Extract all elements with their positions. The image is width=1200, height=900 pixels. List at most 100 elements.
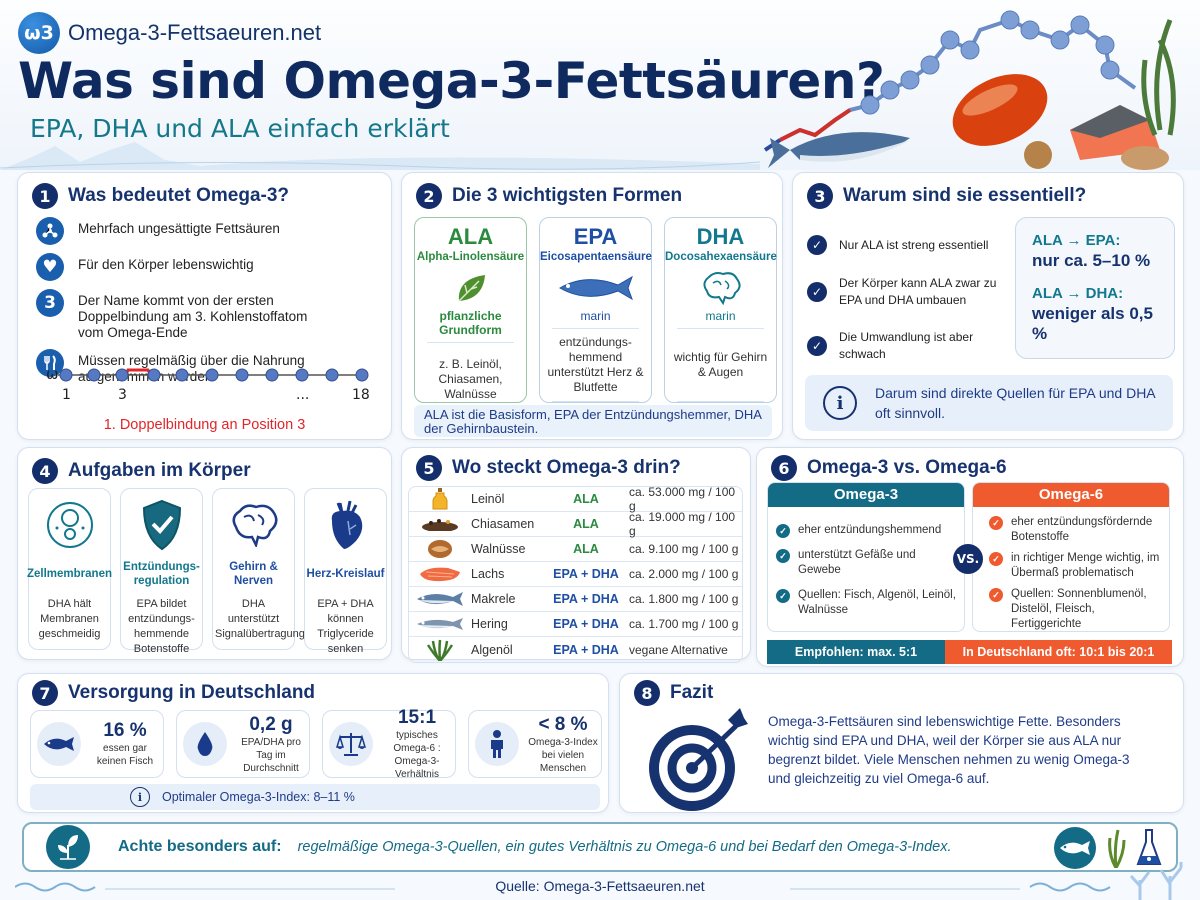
section-food-sources: 5 Wo steckt Omega-3 drin? Leinöl ALA ca.… xyxy=(401,447,751,663)
heart-anatomy-icon xyxy=(305,497,386,553)
stat-card: 0,2 g EPA/DHA pro Tag im Durchschnitt xyxy=(176,710,310,778)
leaf-icon xyxy=(415,267,526,309)
section-title: Die 3 wichtigsten Formen xyxy=(452,185,683,206)
check-icon: ✓ xyxy=(807,235,827,255)
wave-decoration-icon xyxy=(15,882,395,892)
section-title: Omega-3 vs. Omega-6 xyxy=(807,457,1007,478)
table-row: Hering EPA + DHA ca. 1.700 mg / 100 g xyxy=(409,612,742,637)
omega-label: ω xyxy=(46,367,59,383)
table-row: Algenöl EPA + DHA vegane Alternative xyxy=(409,637,742,662)
hero-illustration xyxy=(763,10,1176,170)
list-item: ✓ Der Körper kann ALA zwar zu EPA und DH… xyxy=(807,275,1017,309)
svg-text:...: ... xyxy=(296,387,309,403)
table-row: Leinöl ALA ca. 53.000 mg / 100 g xyxy=(409,487,742,513)
svg-text:1: 1 xyxy=(62,387,71,403)
omega3-logo-icon: ω3 xyxy=(18,12,60,54)
tip-text: regelmäßige Omega-3-Quellen, ein gutes V… xyxy=(297,839,952,855)
chia-bowl-icon xyxy=(1121,146,1169,170)
fish-icon xyxy=(540,267,651,309)
section-number-badge: 5 xyxy=(416,455,442,481)
brain-icon xyxy=(213,497,294,553)
section-three-forms: 2 Die 3 wichtigsten Formen ALA Alpha-Lin… xyxy=(401,172,783,440)
section-title: Wo steckt Omega-3 drin? xyxy=(452,457,681,478)
page-title: Was sind Omega-3-Fettsäuren? xyxy=(18,52,885,110)
section-title: Versorgung in Deutschland xyxy=(68,682,316,703)
algae-icon xyxy=(409,639,471,661)
check-icon: ✓ xyxy=(989,516,1003,530)
check-icon: ✓ xyxy=(776,524,790,538)
page-subtitle: EPA, DHA und ALA einfach erklärt xyxy=(30,114,450,143)
check-icon: ✓ xyxy=(989,588,1003,602)
seaweed-icon xyxy=(1141,19,1176,136)
conversion-rates-box: ALA → EPA: nur ca. 5–10 % ALA → DHA: wen… xyxy=(1015,217,1175,359)
mountains-decoration-icon xyxy=(0,142,760,170)
person-icon xyxy=(475,722,519,766)
three-icon: 3 xyxy=(36,289,64,317)
seaweed-icon xyxy=(1108,829,1126,868)
coral-decoration-icon xyxy=(1129,862,1183,900)
section-title: Was bedeutet Omega-3? xyxy=(68,185,290,206)
table-row: Chiasamen ALA ca. 19.000 mg / 100 g xyxy=(409,510,742,538)
forms-summary-note: ALA ist die Basisform, EPA der Entzündun… xyxy=(414,405,772,437)
table-row: Walnüsse ALA ca. 9.100 mg / 100 g xyxy=(409,537,742,562)
oil-bottle-icon xyxy=(409,488,471,510)
list-item: ✓ unterstützt Gefäße und Gewebe xyxy=(776,548,956,578)
mackerel-icon xyxy=(409,590,471,608)
fish-icon xyxy=(1054,827,1096,869)
form-card-epa: EPA Eicosapentaensäure marin entzündungs… xyxy=(539,217,652,403)
section-number-badge: 8 xyxy=(634,680,660,706)
fish-oil-capsule-icon xyxy=(952,74,1048,146)
section-number-badge: 6 xyxy=(771,455,797,481)
food-table: Leinöl ALA ca. 53.000 mg / 100 g Chiasam… xyxy=(408,486,743,663)
section-number-badge: 1 xyxy=(32,183,58,209)
mackerel-icon xyxy=(768,132,910,168)
brand[interactable]: ω3 Omega-3-Fettsaeuren.net xyxy=(18,12,321,54)
check-icon: ✓ xyxy=(807,336,827,356)
list-item: ✓ Quellen: Fisch, Algenöl, Leinöl, Walnüs… xyxy=(776,588,956,618)
stat-card: < 8 % Omega-3-Index bei vielen Menschen xyxy=(468,710,602,778)
section-number-badge: 2 xyxy=(416,183,442,209)
list-item: ✓ eher entzündungsfördernde Botenstoffe xyxy=(989,515,1161,545)
target-icon xyxy=(649,708,748,811)
table-row: Makrele EPA + DHA ca. 1.800 mg / 100 g xyxy=(409,587,742,612)
task-card: Zellmembranen DHA hält Membranen geschme… xyxy=(27,488,112,650)
walnut-icon xyxy=(409,539,471,559)
form-card-ala: ALA Alpha-Linolensäure pflanzliche Grund… xyxy=(414,217,527,416)
fish-icon xyxy=(37,722,81,766)
form-card-dha: DHA Docosahexaensäure marin wichtig für … xyxy=(664,217,777,403)
list-item: ✓ eher entzündungshemmend xyxy=(776,523,956,538)
section-number-badge: 4 xyxy=(32,458,58,484)
plant-sprout-icon xyxy=(46,825,90,869)
header: ω3 Omega-3-Fettsaeuren.net Was sind Omeg… xyxy=(0,0,1200,170)
list-item: ✓ Nur ALA ist streng essentiell xyxy=(807,235,1017,255)
svg-text:18: 18 xyxy=(352,387,370,403)
salmon-icon xyxy=(409,566,471,582)
site-name: Omega-3-Fettsaeuren.net xyxy=(68,20,322,45)
list-item: ✓ in richtiger Menge wichtig, im Übermaß … xyxy=(989,551,1161,581)
task-card: Herz-Kreislauf EPA + DHA können Triglyce… xyxy=(304,488,387,655)
molecule-icon xyxy=(36,217,64,245)
brain-icon xyxy=(665,267,776,309)
check-icon: ✓ xyxy=(807,282,827,302)
list-item: ♥ Für den Körper lebenswichtig xyxy=(36,253,386,281)
section-why-essential: 3 Warum sind sie essentiell? ✓ Nur ALA i… xyxy=(792,172,1184,440)
conclusion-text: Omega-3-Fettsäuren sind lebenswichtige F… xyxy=(768,714,1130,786)
info-icon: i xyxy=(823,386,857,420)
cell-membrane-icon xyxy=(29,497,110,553)
germany-ratio: In Deutschland oft: 10:1 bis 20:1 xyxy=(945,640,1172,664)
section-conclusion: 8 Fazit Omega-3-Fettsäuren sind lebenswi… xyxy=(619,673,1184,813)
section-title: Aufgaben im Körper xyxy=(68,460,251,481)
check-icon: ✓ xyxy=(989,552,1003,566)
omega6-column: Omega-6 ✓ eher entzündungsfördernde Boten… xyxy=(972,482,1170,632)
task-card: Entzündungs-regulation EPA bildet entzün… xyxy=(120,488,203,655)
omega3-column: Omega-3 ✓ eher entzündungshemmend ✓ unters… xyxy=(767,482,965,632)
drop-icon xyxy=(183,722,227,766)
source-credit: Quelle: Omega-3-Fettsaeuren.net xyxy=(495,878,705,894)
list-item: 3 Der Name kommt von der ersten Doppelbi… xyxy=(36,289,386,341)
herring-icon xyxy=(409,616,471,632)
tip-banner: Achte besonders auf: regelmäßige Omega-3… xyxy=(22,822,1178,872)
table-row: Lachs EPA + DHA ca. 2.000 mg / 100 g xyxy=(409,562,742,587)
info-icon: i xyxy=(130,787,150,807)
scale-icon xyxy=(329,722,373,766)
svg-text:3: 3 xyxy=(118,387,127,403)
